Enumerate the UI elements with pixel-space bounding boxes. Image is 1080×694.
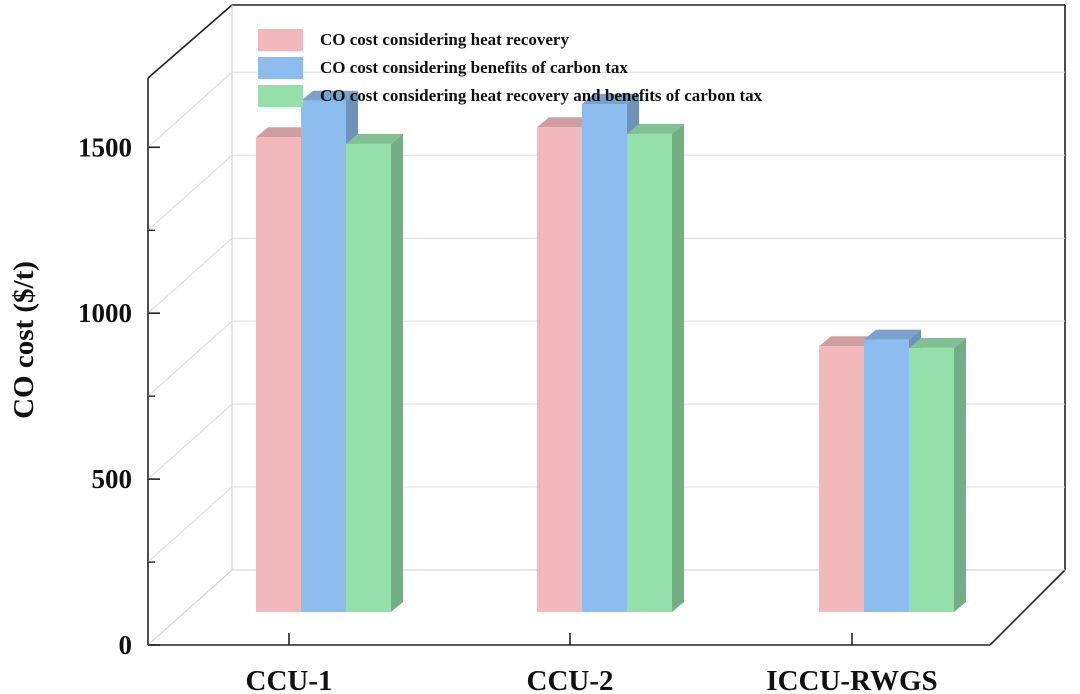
bar-front-face [582, 104, 627, 612]
bar-side-face [391, 133, 403, 612]
legend-item-1: CO cost considering heat recovery [258, 29, 569, 51]
category-label: CCU-2 [527, 665, 614, 694]
x-axis-ticks [288, 633, 853, 645]
bar-side-face [954, 337, 966, 612]
y-tick-label: 500 [92, 464, 133, 494]
y-tick-label: 1000 [78, 298, 132, 328]
legend-swatch [258, 57, 303, 79]
bar-top-face [346, 133, 403, 144]
bar-top-face [582, 94, 639, 105]
legend-item-3: CO cost considering heat recovery and be… [258, 85, 763, 107]
y-axis-title: CO cost ($/t) [8, 261, 40, 419]
category-label: CCU-1 [246, 665, 333, 694]
bar-front-face [256, 137, 301, 612]
bar-top-face [819, 336, 876, 347]
bar-side-face [672, 123, 684, 612]
bar-front-face [301, 100, 346, 613]
gridline-side [147, 237, 233, 314]
front-top-diagonal [147, 4, 233, 79]
bar-front-face [346, 143, 391, 612]
y-axis-ticks [148, 146, 160, 646]
bars [256, 90, 966, 613]
legend: CO cost considering heat recovery CO cost… [258, 29, 763, 107]
legend-item-2: CO cost considering benefits of carbon t… [258, 57, 628, 79]
bar-ccu-1-series-3 [346, 133, 403, 612]
category-label: ICCU-RWGS [766, 665, 937, 694]
legend-label: CO cost considering benefits of carbon t… [320, 58, 628, 77]
x-tick-labels: CCU-1 CCU-2 ICCU-RWGS [246, 665, 938, 694]
bar-front-face [864, 339, 909, 612]
bar-top-face [864, 329, 921, 340]
bar-top-face [256, 127, 313, 138]
floor-right-diagonal [989, 569, 1066, 646]
bar-top-face [537, 117, 594, 128]
gridline-side [147, 486, 233, 563]
floor-left-diagonal [147, 569, 233, 646]
legend-label: CO cost considering heat recovery [320, 30, 569, 49]
gridline-side [147, 403, 233, 480]
bar-iccu-rwgs-series-3 [909, 337, 966, 612]
bar-top-face [909, 337, 966, 348]
bar-front-face [909, 347, 954, 612]
gridline-side [147, 71, 233, 148]
bar-front-face [819, 346, 864, 612]
y-tick-labels: 0 500 1000 1500 [78, 132, 132, 660]
bar-front-face [537, 127, 582, 612]
bar-top-face [301, 90, 358, 101]
legend-swatch [258, 85, 303, 107]
y-tick-label: 0 [119, 630, 133, 660]
legend-label: CO cost considering heat recovery and be… [320, 86, 763, 105]
bar-top-face [627, 123, 684, 134]
y-tick-label: 1500 [78, 132, 132, 162]
gridline-side [147, 154, 233, 231]
bar-ccu-2-series-3 [627, 123, 684, 612]
gridline-side [147, 320, 233, 397]
legend-swatch [258, 29, 303, 51]
bar-front-face [627, 133, 672, 612]
